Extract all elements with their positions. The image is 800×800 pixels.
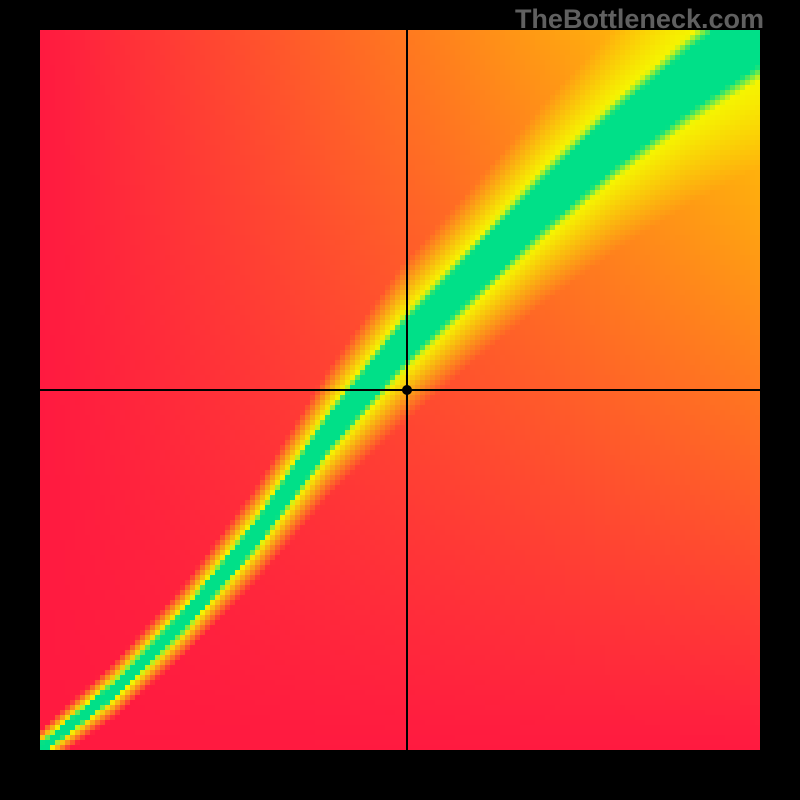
crosshair-horizontal: [40, 389, 760, 391]
watermark-text: TheBottleneck.com: [515, 4, 764, 35]
